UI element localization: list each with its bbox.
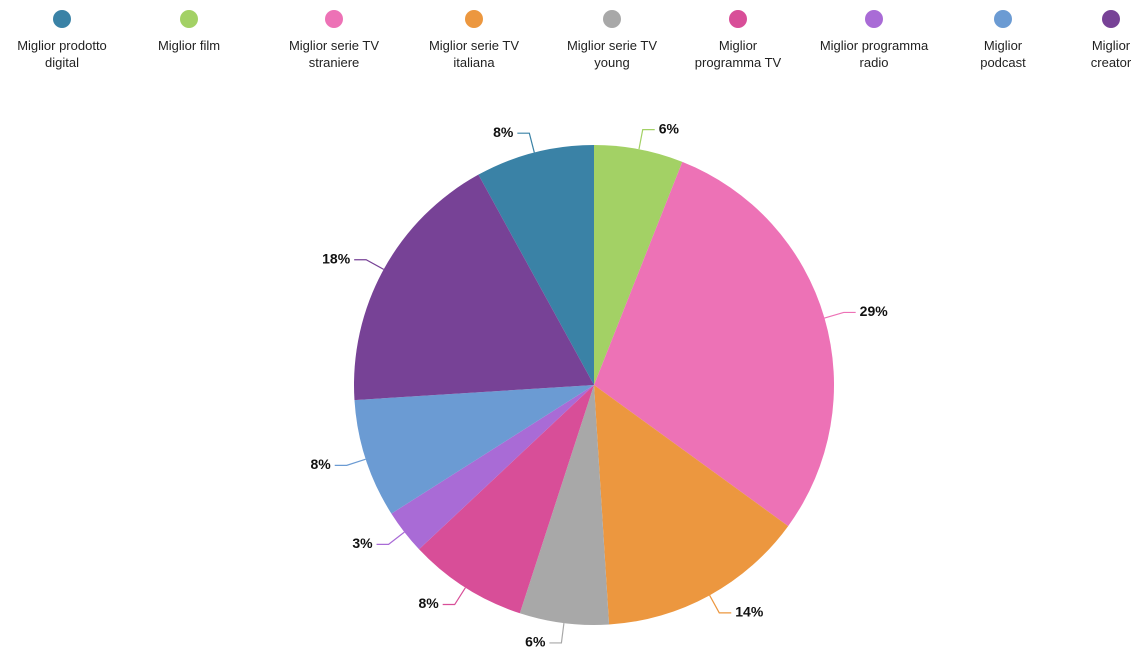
legend-label: Miglior serie TV italiana xyxy=(428,38,520,70)
legend-dot xyxy=(603,10,621,28)
legend-item: Miglior prodotto digital xyxy=(2,10,122,71)
legend-item: Miglior serie TV young xyxy=(557,10,667,71)
legend-dot xyxy=(729,10,747,28)
data-label: 18% xyxy=(322,250,351,266)
data-label: 6% xyxy=(525,634,546,650)
legend-dot xyxy=(53,10,71,28)
pie-slice xyxy=(594,385,789,625)
legend-label: Miglior serie TV straniere xyxy=(288,38,380,70)
pie-slice xyxy=(391,385,594,550)
legend-label: Miglior programma radio xyxy=(819,38,929,70)
data-label: 14% xyxy=(735,604,764,620)
legend-dot xyxy=(994,10,1012,28)
legend-item: Miglior programma radio xyxy=(809,10,939,71)
legend-dot xyxy=(1102,10,1120,28)
data-label: 8% xyxy=(418,595,439,611)
pie-slice xyxy=(419,385,594,614)
legend-item: Miglior serie TV straniere xyxy=(274,10,394,71)
data-label: 8% xyxy=(493,124,514,140)
leader-line xyxy=(354,259,384,270)
leader-line xyxy=(334,458,366,466)
leader-line xyxy=(376,531,405,545)
legend-item: Miglior creator xyxy=(1081,10,1136,71)
leader-line xyxy=(638,129,655,150)
legend-item: Miglior film xyxy=(144,10,234,54)
leader-line xyxy=(824,311,856,319)
legend-label: Miglior prodotto digital xyxy=(17,38,107,70)
pie-slice xyxy=(353,174,594,401)
data-label: 3% xyxy=(352,535,373,551)
leader-line xyxy=(709,595,732,614)
pie-slice xyxy=(519,385,610,625)
pie-slice xyxy=(354,385,594,514)
pie-slice xyxy=(594,161,834,527)
legend-label: Miglior podcast xyxy=(980,38,1026,70)
leader-line xyxy=(442,587,466,606)
pie-slice xyxy=(478,145,594,385)
legend-dot xyxy=(325,10,343,28)
legend-label: Miglior film xyxy=(157,38,221,53)
legend-item: Miglior podcast xyxy=(968,10,1038,71)
legend-label: Miglior programma TV xyxy=(694,38,782,70)
leader-line xyxy=(549,623,565,644)
data-label: 6% xyxy=(659,120,680,136)
legend-item: Miglior serie TV italiana xyxy=(419,10,529,71)
legend-label: Miglior creator xyxy=(1090,38,1132,70)
legend-dot xyxy=(865,10,883,28)
leader-line xyxy=(517,132,535,153)
data-label: 8% xyxy=(310,456,331,472)
legend-item: Miglior programma TV xyxy=(688,10,788,71)
data-label: 29% xyxy=(860,303,889,319)
legend-label: Miglior serie TV young xyxy=(566,38,658,70)
pie-slice xyxy=(594,145,683,385)
legend-dot xyxy=(180,10,198,28)
legend-dot xyxy=(465,10,483,28)
